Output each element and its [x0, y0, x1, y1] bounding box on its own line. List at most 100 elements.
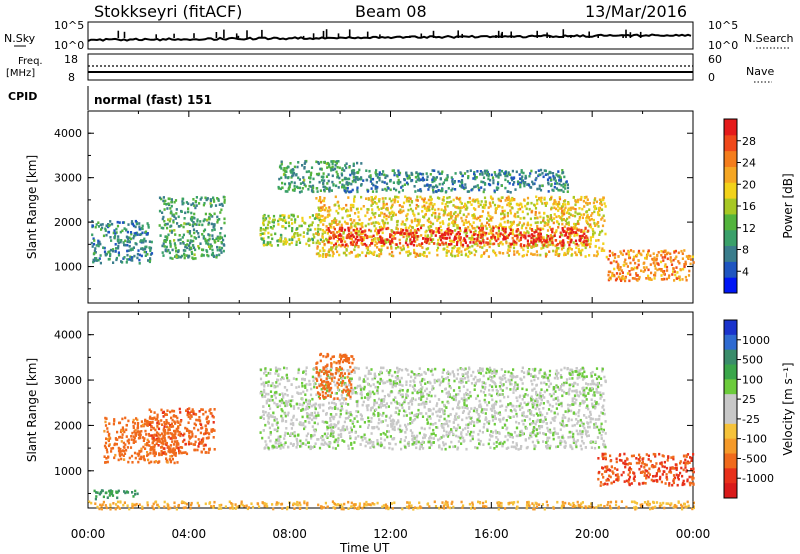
echo-cell	[589, 223, 592, 226]
echo-cell	[348, 214, 351, 217]
echo-cell	[347, 209, 350, 213]
echo-cell	[154, 438, 157, 442]
echo-cell	[398, 204, 401, 207]
echo-cell	[213, 212, 216, 216]
echo-cell	[390, 240, 393, 243]
echo-cell	[276, 244, 280, 247]
echo-cell	[186, 210, 190, 214]
echo-cell	[350, 209, 353, 212]
echo-cell	[392, 231, 396, 234]
colorbar-segment	[724, 261, 737, 278]
echo-cell	[396, 227, 399, 231]
echo-cell	[418, 254, 422, 257]
echo-cell	[216, 245, 219, 249]
echo-cell	[477, 216, 480, 220]
echo-cell	[165, 419, 168, 422]
echo-cell	[198, 223, 201, 226]
echo-cell	[189, 239, 192, 242]
echo-cell	[579, 239, 582, 243]
echo-cell	[363, 236, 366, 240]
echo-cell	[415, 171, 418, 174]
echo-cell	[667, 251, 670, 255]
beam-title: Beam 08	[355, 2, 427, 21]
echo-cell	[394, 195, 397, 199]
echo-cell	[376, 176, 379, 179]
echo-cell	[596, 425, 599, 429]
echo-cell	[424, 207, 427, 210]
echo-cell	[304, 222, 307, 225]
echo-cell	[204, 424, 207, 427]
echo-cell	[462, 213, 465, 217]
echo-cell	[321, 232, 324, 236]
echo-cell	[268, 217, 271, 220]
echo-cell	[325, 228, 328, 232]
echo-cell	[319, 206, 322, 209]
echo-cell	[500, 184, 503, 187]
echo-cell	[465, 231, 468, 235]
echo-cell	[437, 170, 440, 174]
echo-cell	[666, 269, 669, 272]
echo-cell	[561, 244, 565, 247]
echo-cell	[424, 234, 427, 237]
echo-cell	[289, 403, 292, 406]
echo-cell	[568, 232, 571, 235]
echo-cell	[165, 457, 168, 460]
noise-spike	[261, 29, 263, 38]
echo-cell	[490, 173, 493, 177]
echo-cell	[187, 415, 190, 419]
echo-cell	[441, 233, 444, 237]
echo-cell	[202, 203, 205, 207]
echo-cell	[398, 242, 402, 245]
echo-cell	[273, 401, 276, 405]
echo-cell	[163, 437, 166, 440]
echo-cell	[162, 215, 165, 219]
echo-cell	[497, 176, 500, 179]
echo-cell	[512, 368, 515, 371]
echo-cell	[593, 254, 596, 257]
echo-cell	[135, 222, 138, 226]
echo-cell	[177, 238, 180, 242]
echo-cell	[202, 444, 205, 447]
echo-cell	[480, 222, 483, 226]
echo-cell	[576, 233, 579, 237]
echo-cell	[144, 230, 148, 234]
echo-cell	[356, 255, 359, 258]
echo-cell	[319, 214, 322, 218]
echo-cell	[173, 434, 176, 437]
echo-cell	[519, 177, 522, 180]
echo-cell	[455, 206, 458, 209]
echo-cell	[95, 491, 98, 494]
echo-cell	[293, 235, 296, 239]
echo-cell	[454, 229, 457, 232]
echo-cell	[349, 436, 352, 440]
echo-cell	[446, 201, 449, 204]
echo-cell	[345, 253, 348, 257]
echo-cell	[137, 430, 140, 433]
echo-cell	[497, 233, 500, 237]
echo-cell	[436, 246, 440, 250]
echo-cell	[216, 236, 219, 240]
echo-cell	[132, 224, 136, 228]
echo-cell	[576, 212, 579, 216]
echo-cell	[220, 208, 223, 212]
echo-cell	[378, 200, 381, 203]
echo-cell	[469, 230, 472, 234]
echo-cell	[416, 252, 419, 256]
echo-cell	[264, 217, 268, 220]
echo-cell	[629, 249, 633, 252]
echo-cell	[383, 242, 386, 246]
echo-cell	[393, 232, 396, 236]
echo-cell	[365, 244, 368, 247]
echo-cell	[637, 249, 641, 253]
echo-cell	[157, 419, 160, 423]
echo-cell	[453, 238, 456, 242]
echo-cell	[488, 223, 491, 226]
echo-cell	[600, 208, 604, 211]
echo-cell	[330, 169, 333, 172]
echo-cell	[420, 412, 423, 415]
echo-cell	[427, 217, 431, 221]
echo-cell	[398, 173, 401, 177]
echo-cell	[444, 178, 447, 182]
echo-cell	[193, 253, 196, 256]
echo-cell	[269, 241, 272, 244]
